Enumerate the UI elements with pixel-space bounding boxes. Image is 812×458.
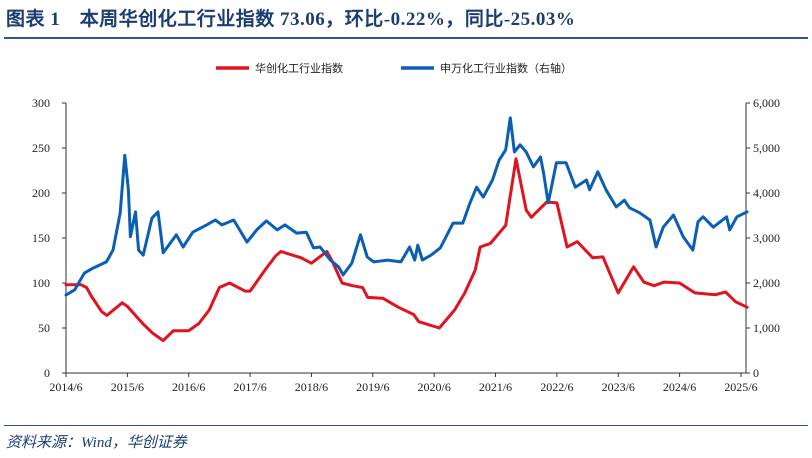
left-tick-label: 200 xyxy=(32,186,50,200)
right-tick-label: 2,000 xyxy=(753,276,780,290)
legend-label-series-0: 华创化工行业指数 xyxy=(255,61,343,75)
x-tick-label: 2025/6 xyxy=(724,380,757,394)
source-note: 资料来源：Wind，华创证券 xyxy=(6,435,187,451)
right-tick-label: 0 xyxy=(753,366,759,380)
legend: 华创化工行业指数 申万化工行业指数（右轴） xyxy=(216,61,572,75)
left-tick-label: 100 xyxy=(32,276,50,290)
x-tick-label: 2019/6 xyxy=(356,380,389,394)
series-line-0 xyxy=(64,157,749,343)
left-tick-label: 0 xyxy=(44,366,50,380)
right-tick-label: 5,000 xyxy=(753,141,780,155)
x-tick-label: 2015/6 xyxy=(111,380,144,394)
right-tick-label: 1,000 xyxy=(753,321,780,335)
title-divider xyxy=(4,37,808,39)
left-tick-label: 150 xyxy=(32,231,50,245)
x-tick-label: 2021/6 xyxy=(479,380,512,394)
series-line-1 xyxy=(64,116,749,297)
x-tick-label: 2017/6 xyxy=(233,380,266,394)
left-tick-label: 300 xyxy=(32,96,50,110)
x-tick-label: 2018/6 xyxy=(295,380,328,394)
x-tick-label: 2024/6 xyxy=(663,380,696,394)
right-tick-label: 3,000 xyxy=(753,231,780,245)
x-tick-label: 2023/6 xyxy=(602,380,635,394)
x-tick-label: 2020/6 xyxy=(417,380,450,394)
footer-divider xyxy=(4,425,808,426)
x-tick-label: 2016/6 xyxy=(172,380,205,394)
right-tick-label: 4,000 xyxy=(753,186,780,200)
legend-label-series-1: 申万化工行业指数（右轴） xyxy=(440,61,572,75)
right-tick-label: 6,000 xyxy=(753,96,780,110)
x-tick-label: 2022/6 xyxy=(540,380,573,394)
left-tick-label: 250 xyxy=(32,141,50,155)
left-tick-label: 50 xyxy=(38,321,50,335)
x-tick-label: 2014/6 xyxy=(49,380,82,394)
figure-title: 图表 1 本周华创化工行业指数 73.06，环比-0.22%，同比-25.03% xyxy=(6,9,576,30)
